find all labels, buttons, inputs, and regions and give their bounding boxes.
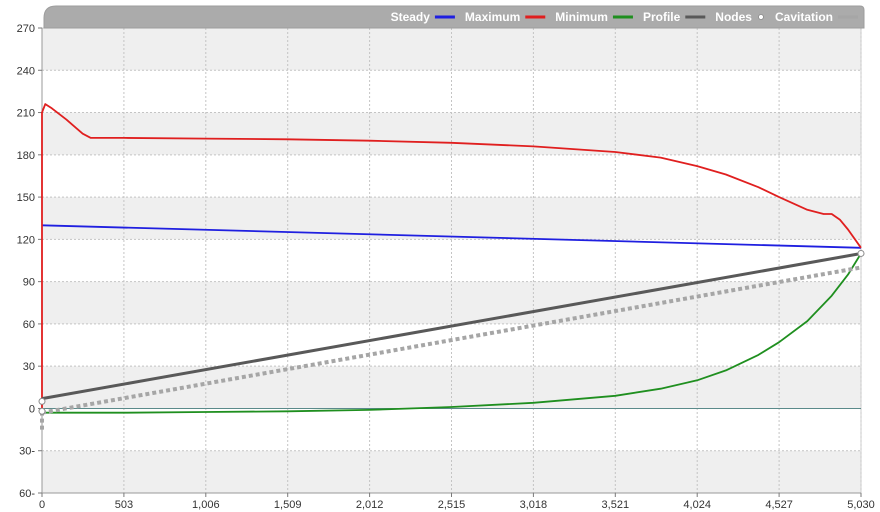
x-tick-label: 3,521 [602,499,630,511]
legend-label: Minimum [555,10,608,24]
legend-label: Cavitation [775,10,833,24]
y-axis-ticks: 60- 30- 0 30 60 90 120 150 180 210 240 270 [17,23,42,500]
x-tick-label: 1,006 [192,499,220,511]
maximum-series-line [41,103,862,410]
x-tick-label: 1,509 [274,499,302,511]
series-layer [38,103,865,430]
y-tick-label: 60 [23,319,35,331]
legend-label: Profile [643,10,681,24]
y-tick-label: 210 [17,108,35,120]
x-tick-label: 2,012 [356,499,384,511]
legend-label: Nodes [715,10,752,24]
x-axis-ticks: 0 503 1,006 1,509 2,012 2,515 3,018 3,521 4,024 4… [39,493,875,511]
x-tick-label: 3,018 [520,499,548,511]
y-tick-label: 30 [23,361,35,373]
legend-label: Maximum [465,10,520,24]
legend-swatch [758,14,764,20]
y-tick-label: 120 [17,234,35,246]
node-point [857,249,865,257]
gridlines [42,28,862,493]
y-tick-label: 90 [23,277,35,289]
profile-series-line [41,252,862,401]
legend-label: Steady [391,10,431,24]
node-point [38,407,46,415]
minimum-series-line [42,253,862,414]
y-tick-label: 30- [19,446,35,458]
x-tick-label: 4,527 [765,499,793,511]
y-tick-label: 180 [17,150,35,162]
x-tick-label: 4,024 [683,499,711,511]
legend: Steady Maximum Minimum Profile Nodes Cavitati… [43,5,865,29]
x-tick-label: 5,030 [847,499,875,511]
x-tick-label: 2,515 [438,499,466,511]
y-tick-label: 0 [29,403,35,415]
x-tick-label: 503 [115,499,133,511]
steady-series-line [41,224,862,249]
y-tick-label: 270 [17,23,35,35]
y-tick-label: 240 [17,65,35,77]
y-tick-label: 150 [17,192,35,204]
node-point [38,397,46,405]
x-tick-label: 0 [39,499,45,511]
y-tick-label: 60- [19,488,35,500]
cavitation-series-line [41,265,862,415]
